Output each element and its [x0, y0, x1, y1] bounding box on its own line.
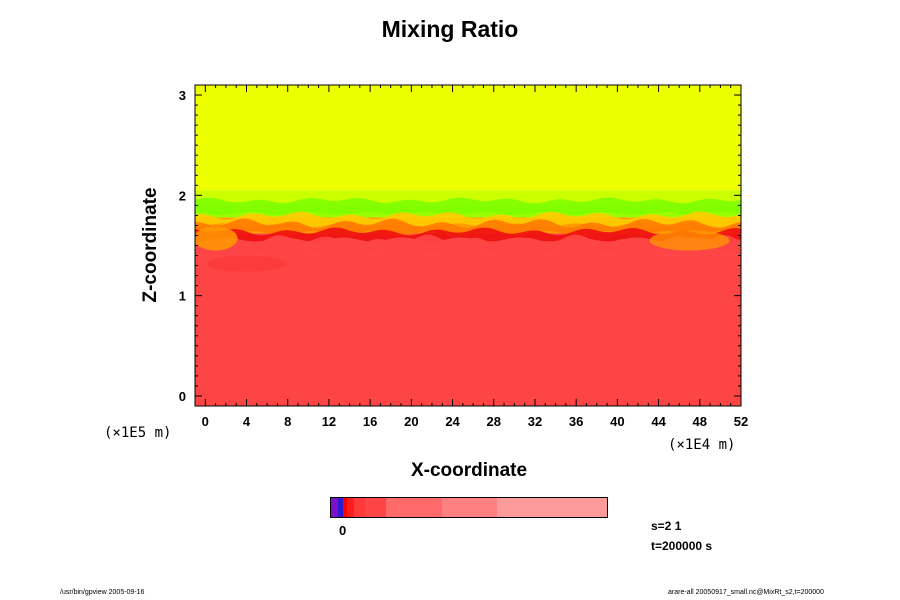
- x-tick-label: 0: [202, 414, 209, 429]
- x-tick-label: 20: [404, 414, 418, 429]
- footer-command: /usr/bin/gpview 2005-09-16: [60, 589, 145, 596]
- colorbar-segment: [441, 498, 498, 517]
- chart-title: Mixing Ratio: [381, 16, 519, 42]
- x-axis-unit: (×1E4 m): [668, 437, 736, 453]
- x-tick-label: 44: [651, 414, 666, 429]
- x-tick-label: 4: [243, 414, 251, 429]
- lower-red-band: [195, 234, 741, 261]
- colorbar-segment: [342, 498, 347, 517]
- y-tick-label: 3: [179, 88, 186, 103]
- y-tick-label: 1: [179, 289, 186, 304]
- footer-source: arare-all 20050917_small.nc@MixRt_s2,t=2…: [668, 589, 824, 596]
- step-label: s=2 1: [651, 519, 682, 533]
- y-tick-label: 2: [179, 188, 186, 203]
- x-tick-label: 40: [610, 414, 624, 429]
- left-orange-patch: [195, 226, 238, 251]
- colorbar-segment: [497, 498, 607, 517]
- x-tick-label: 8: [284, 414, 291, 429]
- y-axis-label: Z-coordinate: [140, 187, 161, 303]
- y-axis-unit: (×1E5 m): [104, 425, 172, 441]
- x-tick-label: 52: [734, 414, 748, 429]
- colorbar-segment: [331, 498, 338, 517]
- time-label: t=200000 s: [651, 539, 713, 553]
- colorbar-zero-label: 0: [339, 523, 347, 538]
- mixing-ratio-field: [195, 85, 741, 406]
- x-axis-label: X-coordinate: [410, 460, 528, 481]
- x-tick-label: 32: [528, 414, 542, 429]
- x-tick-label: 24: [445, 414, 460, 429]
- x-tick-label: 16: [363, 414, 377, 429]
- colorbar-segment: [346, 498, 355, 517]
- colorbar: [330, 497, 608, 518]
- left-red-lobe: [206, 255, 287, 272]
- colorbar-segment: [386, 498, 442, 517]
- yellow-orange-band: [195, 211, 741, 228]
- y-tick-label: 0: [179, 389, 186, 404]
- right-orange-patch: [649, 230, 730, 251]
- green-band: [195, 197, 741, 215]
- x-tick-label: 28: [487, 414, 501, 429]
- x-tick-label: 36: [569, 414, 583, 429]
- x-tick-label: 48: [693, 414, 707, 429]
- colorbar-segment: [364, 498, 387, 517]
- field-layer-0: [195, 255, 741, 406]
- colorbar-segment: [337, 498, 343, 517]
- field-layer-5: [195, 85, 741, 191]
- x-tick-label: 12: [322, 414, 336, 429]
- colorbar-segment: [354, 498, 365, 517]
